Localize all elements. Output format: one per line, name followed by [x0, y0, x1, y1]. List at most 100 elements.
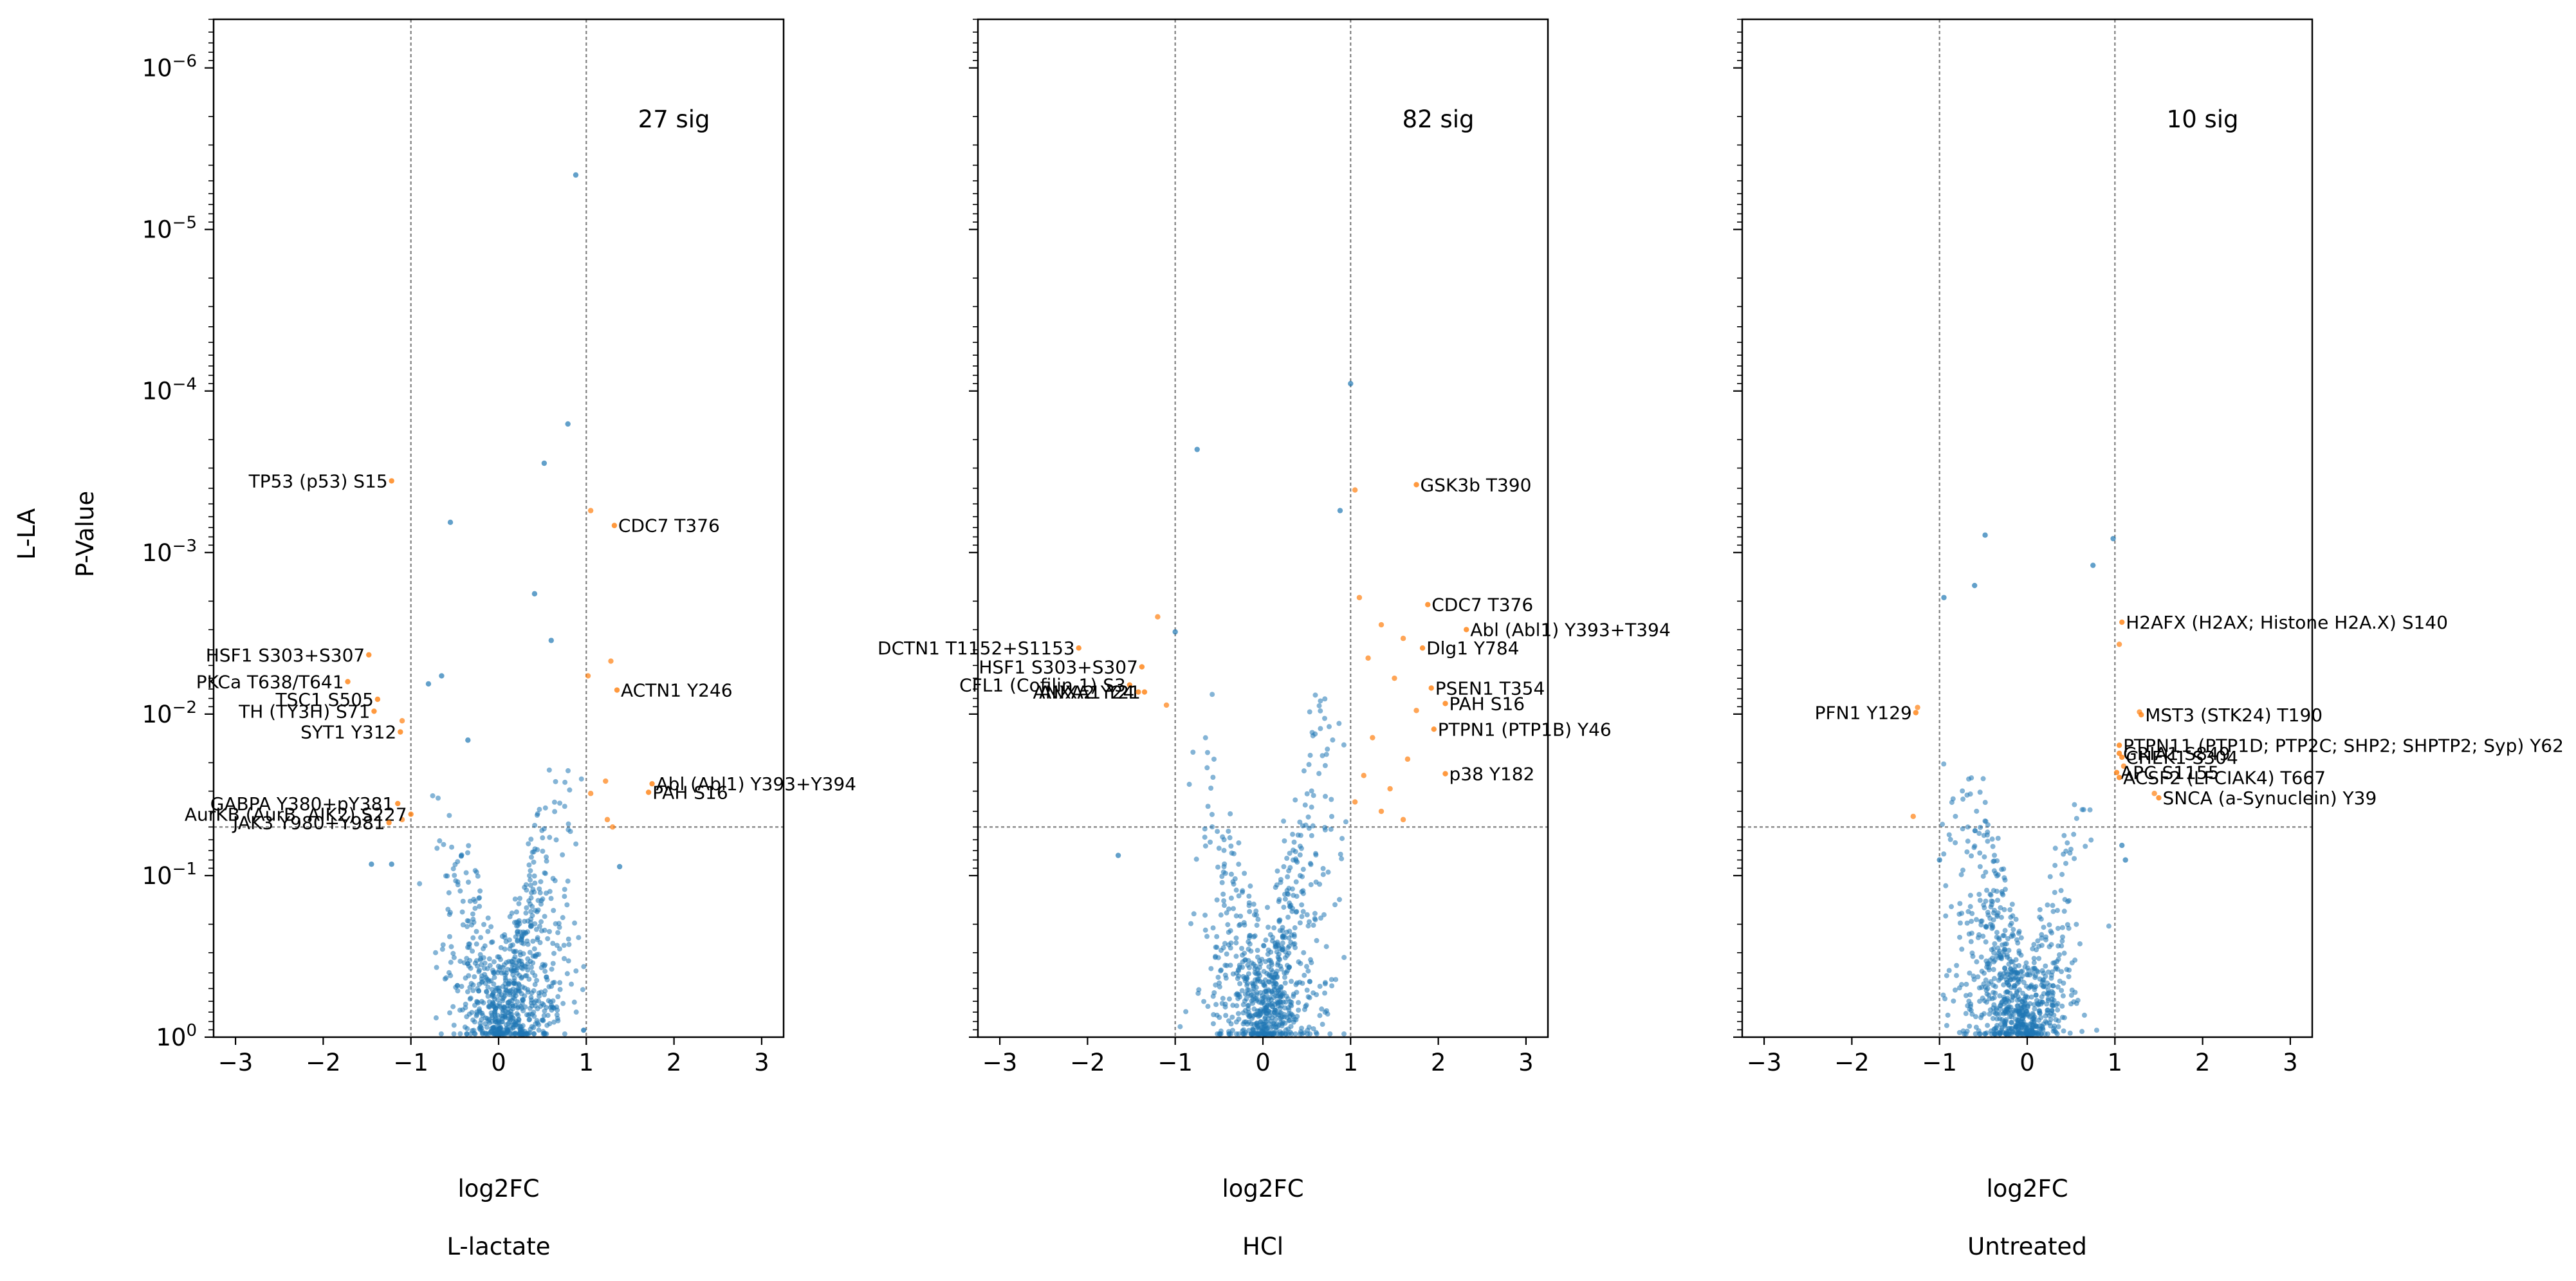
- nonsig-point: [2003, 1031, 2009, 1037]
- nonsig-point: [1312, 692, 1318, 698]
- nonsig-point: [1954, 963, 1960, 968]
- nonsig-point: [452, 872, 457, 878]
- nonsig-point: [1253, 963, 1258, 969]
- nonsig-point: [2033, 992, 2039, 998]
- nonsig-point: [538, 879, 544, 885]
- nonsig-point: [528, 868, 533, 874]
- annotated-point: [398, 729, 403, 735]
- nonsig-point: [472, 1031, 477, 1037]
- point-annotation: PTPN11 (PTP1D; PTP2C; SHP2; SHPTP2; Syp)…: [2123, 735, 2564, 756]
- nonsig-point: [477, 903, 483, 909]
- nonsig-point: [1242, 1019, 1247, 1025]
- sig-point: [1378, 622, 1385, 628]
- nonsig-point: [1201, 999, 1207, 1004]
- y-tick-base: 10: [142, 862, 172, 890]
- nonsig-point: [2034, 997, 2039, 1003]
- nonsig-point: [1318, 726, 1323, 732]
- nonsig-point: [2045, 1008, 2050, 1013]
- nonsig-point: [1995, 835, 2001, 841]
- nonsig-point: [439, 946, 445, 952]
- nonsig-point: [1262, 977, 1268, 983]
- nonsig-point: [448, 944, 454, 950]
- nonsig-point: [1250, 1013, 1256, 1019]
- nonsig-point: [1247, 933, 1253, 939]
- nonsig-point: [536, 998, 542, 1004]
- nonsig-point: [1332, 902, 1338, 908]
- nonsig-point: [1960, 788, 1965, 794]
- highlight-point: [548, 638, 554, 643]
- nonsig-point: [477, 888, 483, 894]
- nonsig-point: [476, 896, 482, 901]
- nonsig-point: [1312, 910, 1318, 916]
- nonsig-point: [1249, 992, 1255, 998]
- nonsig-point: [1253, 977, 1258, 982]
- nonsig-point: [2060, 993, 2066, 999]
- nonsig-point: [1208, 839, 1213, 845]
- nonsig-point: [1236, 1016, 1242, 1022]
- y-tick-exponent: −3: [172, 537, 197, 556]
- nonsig-point: [486, 979, 492, 984]
- nonsig-point: [2056, 952, 2062, 958]
- nonsig-point: [471, 896, 477, 902]
- nonsig-point: [1992, 984, 1998, 990]
- point-annotation: HSF1 S303+S307: [206, 645, 365, 666]
- nonsig-point: [520, 966, 526, 972]
- nonsig-point: [528, 836, 534, 842]
- nonsig-point: [1998, 914, 2004, 920]
- nonsig-point: [2009, 934, 2014, 939]
- nonsig-point: [1221, 847, 1227, 853]
- x-tick-label: −3: [1747, 1049, 1782, 1076]
- nonsig-point: [1981, 902, 1987, 908]
- annotated-point: [1139, 664, 1145, 670]
- nonsig-point: [1236, 893, 1242, 899]
- nonsig-point: [581, 1027, 587, 1033]
- nonsig-point: [2054, 959, 2060, 964]
- nonsig-point: [481, 921, 487, 927]
- nonsig-point: [520, 984, 526, 990]
- nonsig-point: [560, 852, 566, 858]
- nonsig-point: [1285, 1031, 1291, 1037]
- nonsig-point: [1300, 874, 1305, 880]
- nonsig-point: [2061, 833, 2067, 838]
- nonsig-point: [1220, 995, 1226, 1001]
- nonsig-point: [496, 954, 502, 960]
- nonsig-point: [542, 992, 547, 998]
- point-annotation: p38 Y182: [1449, 764, 1535, 785]
- nonsig-point: [492, 1006, 498, 1012]
- nonsig-point: [2043, 937, 2049, 943]
- nonsig-point: [542, 963, 547, 969]
- nonsig-point: [1333, 977, 1339, 982]
- nonsig-point: [528, 882, 533, 888]
- nonsig-point: [1975, 974, 1981, 980]
- nonsig-point: [2005, 954, 2010, 960]
- nonsig-point: [1307, 709, 1312, 715]
- nonsig-point: [509, 910, 515, 916]
- nonsig-point: [2045, 902, 2050, 908]
- nonsig-point: [487, 963, 493, 968]
- nonsig-point: [1957, 901, 1963, 907]
- x-tick-label: −3: [982, 1049, 1018, 1076]
- nonsig-point: [2043, 963, 2048, 969]
- nonsig-point: [2052, 845, 2058, 851]
- nonsig-point: [1946, 832, 1952, 838]
- nonsig-point: [1977, 1031, 1983, 1037]
- nonsig-point: [1973, 828, 1978, 834]
- nonsig-point: [1229, 1028, 1235, 1033]
- nonsig-point: [531, 988, 537, 993]
- nonsig-point: [538, 1004, 544, 1009]
- nonsig-point: [1320, 1022, 1325, 1028]
- nonsig-point: [1991, 1027, 1997, 1033]
- point-annotation: CHEK1 S304: [2126, 747, 2238, 768]
- nonsig-point: [1983, 984, 1989, 990]
- y-tick-label: 100: [156, 1021, 197, 1051]
- nonsig-point: [1977, 863, 1983, 869]
- point-annotation: SNCA (a-Synuclein) Y39: [2162, 788, 2377, 809]
- nonsig-point: [2010, 995, 2016, 1000]
- nonsig-point: [1236, 1031, 1242, 1037]
- nonsig-point: [1274, 868, 1280, 874]
- nonsig-point: [2019, 1025, 2025, 1031]
- nonsig-point: [1974, 808, 1980, 814]
- nonsig-point: [466, 918, 472, 924]
- nonsig-point: [476, 988, 482, 994]
- nonsig-point: [2020, 990, 2026, 996]
